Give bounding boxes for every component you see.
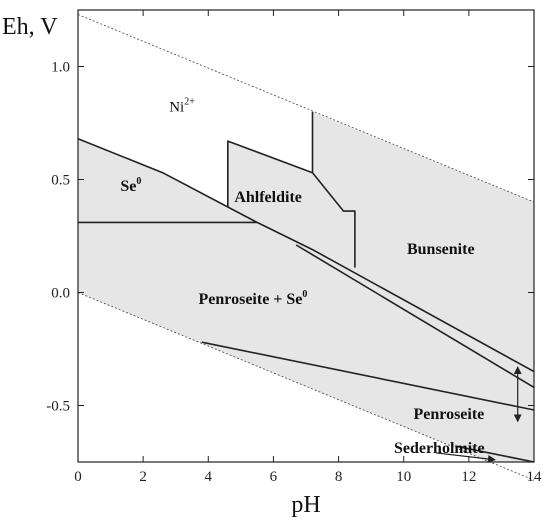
field-labels: Ni2+ Se0 Ahlfeldite Bunsenite Penroseite + S… (120, 97, 484, 457)
x-tick-label-0: 0 (74, 469, 82, 485)
boundary-line-4 (295, 244, 535, 389)
x-axis-title: pH (291, 492, 320, 518)
penroseite-field-fill (78, 222, 534, 462)
x-tick-label-8: 8 (335, 469, 343, 485)
y-tick-label-1: 0.5 (51, 173, 70, 189)
y-tick-label-3: -0.5 (46, 399, 70, 415)
y-tick-label-2: 0.0 (51, 286, 70, 302)
field-label-2: Ahlfeldite (234, 189, 302, 206)
boundary-line-3 (311, 172, 356, 268)
boundary-line-5 (201, 341, 535, 411)
x-tick-label-10: 10 (396, 469, 411, 485)
x-tick-label-12: 12 (461, 469, 476, 485)
y-tick-label-0: 1.0 (51, 60, 70, 76)
field-label-0: Ni2+ (169, 97, 195, 116)
annotation-arrow-1 (436, 452, 496, 463)
x-tick-label-14: 14 (527, 469, 543, 485)
field-fill-3 (312, 111, 534, 372)
field-label-1: Se0 (120, 176, 141, 195)
annotations (436, 366, 522, 463)
plot-frame (77, 9, 535, 463)
x-tick-label-6: 6 (270, 469, 278, 485)
field-label-sup-0: 2+ (184, 97, 195, 108)
x-tick-label-4: 4 (205, 469, 213, 485)
field-label-sup-1: 0 (136, 176, 141, 187)
x-tick-label-2: 2 (139, 469, 147, 485)
axes: 0 2 4 6 8 10 12 14 1.0 0.5 0.0 -0.5 pH Eh, V (2, 9, 543, 518)
field-label-6: Sederholmite (394, 440, 485, 457)
field-label-sup-4: 0 (302, 289, 307, 300)
y-axis-title: Eh, V (2, 14, 58, 40)
field-label-5: Penroseite (413, 406, 484, 423)
field-fill-1 (78, 138, 258, 223)
stability-field-fills (78, 111, 534, 462)
boundary-line-2 (227, 111, 314, 207)
phase-boundary-lines (77, 111, 535, 463)
boundary-line-6 (455, 445, 535, 463)
field-label-3: Bunsenite (407, 241, 475, 258)
field-label-4: Penroseite + Se0 (199, 289, 308, 308)
